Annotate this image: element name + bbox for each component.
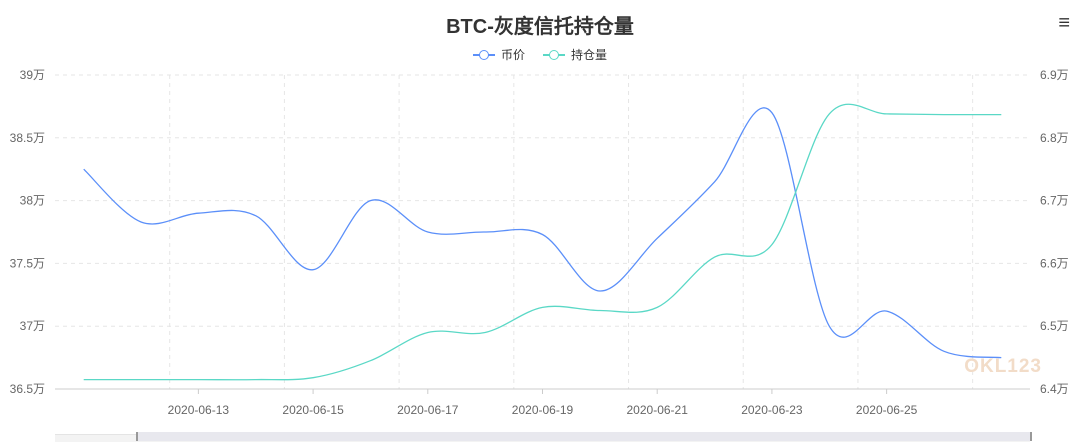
data-point-price [311, 267, 316, 272]
data-point-price [597, 289, 602, 294]
y-right-tick-label: 6.9万 [1040, 68, 1069, 82]
series-line-holdings [83, 103, 1002, 381]
legend-price-label: 币价 [500, 48, 525, 62]
data-point-price [712, 179, 717, 184]
legend-item-holdings[interactable]: 持仓量 [543, 46, 607, 63]
x-tick-label: 2020-06-25 [856, 403, 918, 417]
data-point-price [483, 230, 488, 235]
series-line-price [83, 107, 1002, 359]
data-point-holdings [540, 305, 545, 310]
y-right-tick-label: 6.5万 [1040, 319, 1069, 333]
data-point-price [884, 309, 889, 314]
y-left-tick-label: 37万 [20, 319, 45, 333]
chart-legend: 币价 持仓量 [0, 46, 1080, 63]
datazoom-handle[interactable] [136, 432, 1032, 441]
data-point-holdings [655, 305, 660, 310]
legend-holdings-label: 持仓量 [571, 48, 608, 62]
data-point-holdings [196, 377, 201, 382]
data-point-holdings [311, 375, 316, 380]
y-left-tick-label: 39万 [20, 68, 45, 82]
data-point-price [139, 219, 144, 224]
x-tick-label: 2020-06-19 [512, 403, 574, 417]
watermark-logo: OKL123 [964, 356, 1042, 377]
data-point-price [368, 198, 373, 203]
data-point-holdings [368, 358, 373, 363]
y-right-tick-label: 6.6万 [1040, 256, 1069, 270]
data-point-holdings [769, 242, 774, 247]
data-point-holdings [483, 330, 488, 335]
data-point-price [196, 211, 201, 216]
data-point-holdings [999, 112, 1004, 117]
data-point-holdings [139, 377, 144, 382]
chart-title: BTC-灰度信托持仓量 [446, 16, 634, 38]
y-left-tick-label: 38.5万 [10, 131, 45, 145]
x-tick-label: 2020-06-15 [282, 403, 344, 417]
data-point-price [81, 167, 86, 172]
data-point-holdings [253, 377, 258, 382]
data-point-holdings [597, 308, 602, 313]
legend-price-swatch-icon [472, 49, 495, 61]
y-left-tick-label: 36.5万 [10, 382, 45, 396]
menu-icon[interactable]: ≡ [1058, 12, 1070, 34]
data-point-price [827, 324, 832, 329]
y-right-tick-label: 6.7万 [1040, 194, 1069, 208]
data-point-holdings [425, 330, 430, 335]
data-point-price [253, 213, 258, 218]
x-tick-label: 2020-06-17 [397, 403, 459, 417]
x-tick-label: 2020-06-23 [741, 403, 803, 417]
y-left-tick-label: 37.5万 [10, 256, 45, 270]
data-point-holdings [941, 112, 946, 117]
y-right-tick-label: 6.8万 [1040, 131, 1069, 145]
x-tick-label: 2020-06-21 [627, 403, 689, 417]
legend-item-price[interactable]: 币价 [472, 46, 525, 63]
y-right-tick-label: 6.4万 [1040, 382, 1069, 396]
data-point-holdings [712, 255, 717, 260]
data-point-holdings [884, 111, 889, 116]
data-point-price [769, 110, 774, 115]
data-point-price [540, 232, 545, 237]
data-point-price [941, 349, 946, 354]
data-point-holdings [827, 111, 832, 116]
data-point-holdings [81, 377, 86, 382]
data-point-price [425, 230, 430, 235]
legend-holdings-swatch-icon [543, 49, 565, 61]
data-point-price [655, 236, 660, 241]
x-tick-label: 2020-06-13 [168, 403, 230, 417]
y-left-tick-label: 38万 [20, 194, 45, 208]
